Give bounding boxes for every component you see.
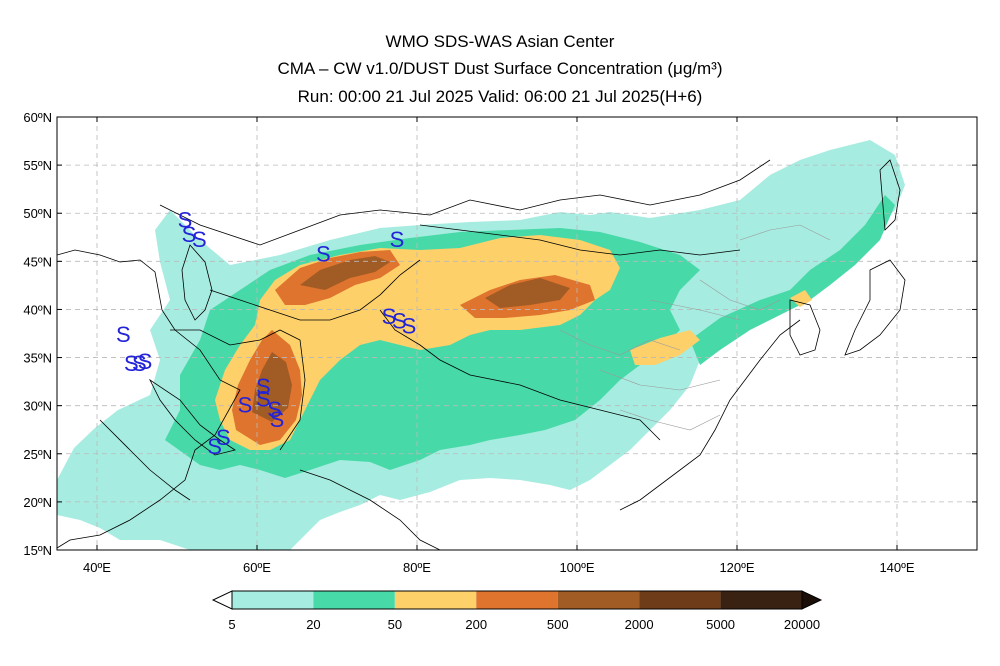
province-line bbox=[599, 369, 721, 391]
province-line bbox=[649, 299, 741, 321]
dust-station-marker: S bbox=[270, 407, 285, 432]
dust-station-marker: S bbox=[216, 425, 231, 450]
dust-contour-500-2000-north bbox=[300, 256, 390, 290]
dust-station-marker: S bbox=[382, 304, 397, 329]
dust-station-marker: S bbox=[390, 227, 405, 252]
coastline-west bbox=[57, 249, 241, 549]
color-legend: 5 20 50 200 500 2000 5000 20000 bbox=[211, 590, 823, 632]
lon-tick-label: 60ºE bbox=[243, 560, 271, 575]
legend-color-box bbox=[557, 591, 640, 609]
map-frame bbox=[56, 116, 978, 551]
lon-tick-label: 40ºE bbox=[83, 560, 111, 575]
dust-contour-5-20-ne bbox=[775, 148, 900, 300]
lon-tick-label: 100ºE bbox=[559, 560, 594, 575]
mongolia-border bbox=[419, 224, 741, 256]
dust-station-marker: S bbox=[132, 351, 147, 376]
lon-tick-label: 120ºE bbox=[719, 560, 754, 575]
dust-contour-500-2000 bbox=[252, 352, 292, 422]
legend-frame bbox=[231, 590, 803, 610]
legend-label: 50 bbox=[388, 617, 402, 632]
arabia-border bbox=[99, 419, 191, 501]
legend-label: 5000 bbox=[706, 617, 735, 632]
run-valid-time: Run: 00:00 21 Jul 2025 Valid: 06:00 21 J… bbox=[297, 87, 703, 106]
dust-station-marker: S bbox=[256, 374, 271, 399]
dust-station-marker: S bbox=[267, 397, 282, 422]
legend-label: 20 bbox=[306, 617, 320, 632]
legend-label: 200 bbox=[465, 617, 487, 632]
dust-station-marker: S bbox=[124, 351, 139, 376]
province-line bbox=[699, 279, 781, 311]
lat-tick-label: 30ºN bbox=[23, 399, 52, 414]
dust-station-marker: S bbox=[182, 222, 197, 247]
dust-contour-500-2000-east bbox=[485, 278, 570, 308]
dust-station-marker: S bbox=[138, 349, 153, 374]
dust-station-marker: S bbox=[392, 309, 407, 334]
caspian-sea bbox=[181, 244, 213, 321]
province-line bbox=[559, 329, 681, 356]
legend-color-box bbox=[720, 591, 802, 609]
dust-station-marker: S bbox=[316, 241, 331, 266]
legend-label: 500 bbox=[547, 617, 569, 632]
map-title: WMO SDS-WAS Asian Center bbox=[385, 32, 615, 51]
dust-station-marker: S bbox=[238, 392, 253, 417]
kazakhstan-border bbox=[209, 259, 421, 321]
legend-color-box bbox=[476, 591, 558, 609]
country-borders bbox=[57, 159, 906, 550]
lat-tick-label: 35ºN bbox=[23, 351, 52, 366]
axis-ticks: 60ºN 55ºN 50ºN 45ºN 40ºN 35ºN 30ºN 25ºN 20ºN 15ºN… bbox=[23, 110, 977, 575]
japan bbox=[844, 259, 906, 356]
korea bbox=[789, 299, 821, 356]
dust-fields bbox=[57, 140, 905, 550]
lat-tick-label: 50ºN bbox=[23, 206, 52, 221]
china-west-border bbox=[379, 309, 661, 441]
legend-color-box bbox=[394, 591, 477, 609]
lon-tick-label: 140ºE bbox=[879, 560, 914, 575]
legend-under-triangle bbox=[211, 590, 233, 610]
dust-contour-20-50-east bbox=[690, 195, 895, 365]
dust-contour-50-200-east bbox=[630, 330, 700, 365]
sakhalin bbox=[879, 159, 901, 231]
china-coast bbox=[619, 319, 801, 511]
lon-tick-label: 80ºE bbox=[403, 560, 431, 575]
lat-tick-label: 55ºN bbox=[23, 158, 52, 173]
lat-tick-label: 25ºN bbox=[23, 447, 52, 462]
india-coast bbox=[299, 469, 441, 550]
dust-station-marker: S bbox=[178, 208, 193, 233]
lat-tick-label: 20ºN bbox=[23, 495, 52, 510]
legend-color-box bbox=[313, 591, 395, 609]
lat-tick-label: 45ºN bbox=[23, 254, 52, 269]
persian-gulf bbox=[148, 378, 236, 456]
dust-station-marker: S bbox=[207, 434, 222, 459]
legend-label: 2000 bbox=[625, 617, 654, 632]
province-borders bbox=[559, 224, 831, 431]
map-subtitle: CMA – CW v1.0/DUST Dust Surface Concentr… bbox=[277, 59, 723, 78]
dust-contour-50-200-ne bbox=[790, 290, 812, 307]
dust-station-marker: S bbox=[402, 314, 417, 339]
iran-border bbox=[170, 329, 306, 451]
dust-station-marker: S bbox=[256, 387, 271, 412]
dust-station-marker: S bbox=[192, 227, 207, 252]
dust-station-marker: S bbox=[116, 322, 131, 347]
lat-tick-label: 40ºN bbox=[23, 302, 52, 317]
legend-label: 20000 bbox=[784, 617, 820, 632]
legend-color-box bbox=[232, 591, 314, 609]
grid-lines bbox=[57, 117, 977, 550]
legend-over-triangle bbox=[801, 590, 823, 610]
legend-color-box bbox=[639, 591, 721, 609]
province-line bbox=[739, 224, 831, 241]
legend-label: 5 bbox=[228, 617, 235, 632]
lat-tick-label: 15ºN bbox=[23, 543, 52, 558]
lat-tick-label: 60ºN bbox=[23, 110, 52, 125]
province-line bbox=[619, 409, 721, 431]
russia-north-border bbox=[159, 159, 771, 246]
